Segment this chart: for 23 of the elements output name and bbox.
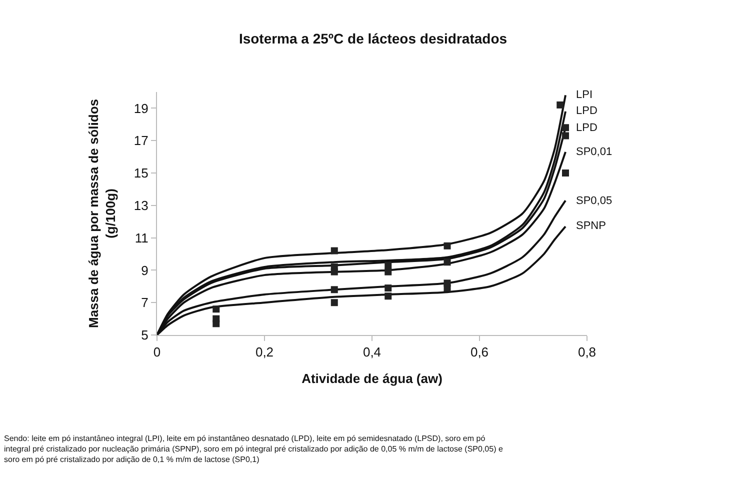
series-label: SP0,01 — [576, 146, 612, 158]
y-tick-label: 5 — [141, 328, 148, 343]
chart-title: Isoterma a 25ºC de lácteos desidratados — [238, 30, 508, 46]
y-tick-label: 17 — [134, 133, 148, 148]
x-axis-title: Atividade de água (aw) — [302, 371, 442, 386]
x-tick-label: 0,2 — [255, 344, 274, 360]
x-tick-label: 0,4 — [362, 344, 382, 360]
x-tick-label: 0,8 — [578, 344, 596, 360]
y-tick-label: 13 — [134, 198, 148, 213]
series-label: SPNP — [576, 220, 606, 232]
series-label: SP0,05 — [576, 195, 612, 207]
series-label: LPD — [576, 105, 598, 117]
y-axis-title: Massa de água por massa de sólidos (g/100g) — [86, 98, 118, 328]
series-label: LPD — [576, 122, 598, 134]
y-tick-label: 15 — [134, 166, 148, 181]
y-tick-label: 7 — [141, 295, 148, 310]
x-tick-label: 0 — [153, 344, 161, 360]
series-label: LPI — [576, 89, 593, 101]
y-tick-label: 9 — [141, 262, 148, 278]
y-tick-label: 19 — [134, 100, 148, 116]
text: Sendo: leite em pó instantâneo integral (LPI), leite em pó instantâneo desnatado (LPD), leite em pó semidesnatado (LPSD), soro em pó integral pré cristalizado por nucleação primária (SPNP), soro em pó integral pré cristalizado por adição de 0,05 % m/m de lactose (SP0,05) e soro em pó pré cristalizado por adição de 0,1 % m/m de lactose (SP0,1) — [4, 434, 504, 464]
y-tick-label: 11 — [134, 230, 148, 246]
x-tick-label: 0,6 — [470, 344, 489, 360]
